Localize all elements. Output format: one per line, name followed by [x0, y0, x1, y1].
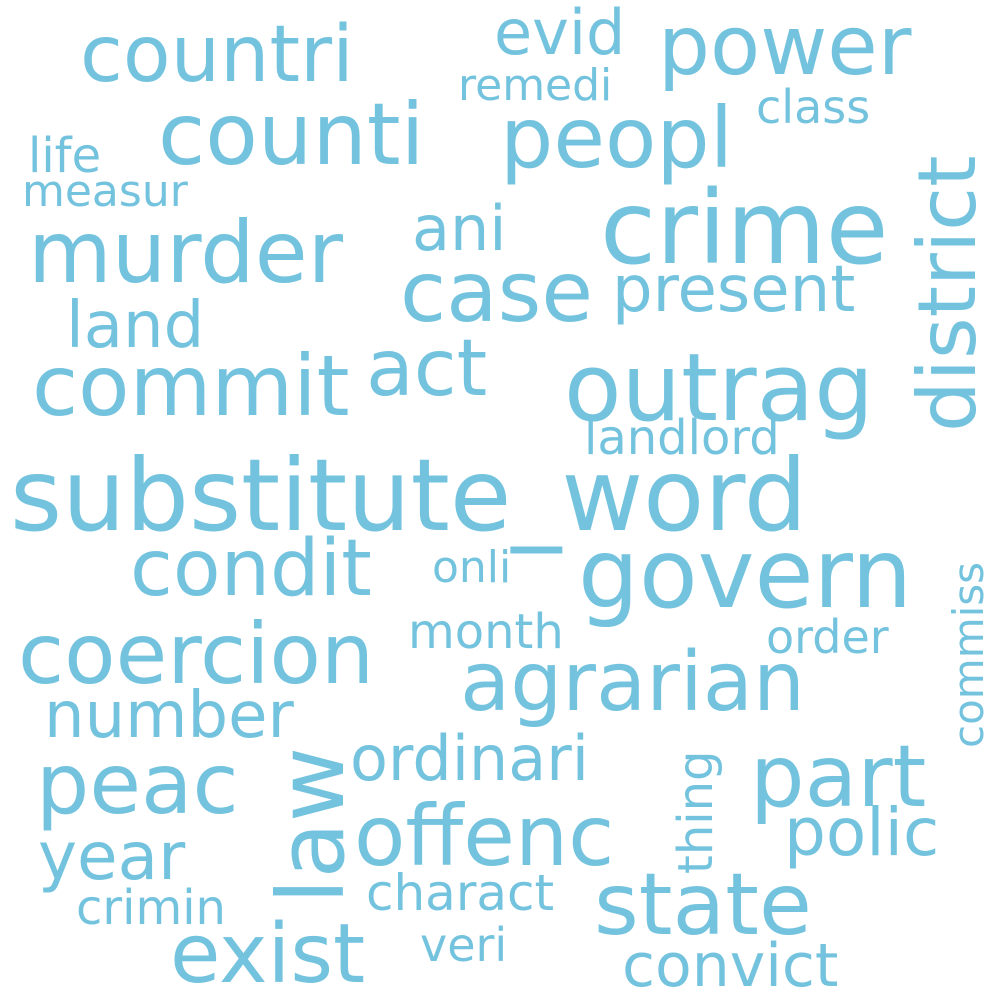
- word-ordinari: ordinari: [350, 722, 589, 795]
- word-month: month: [408, 604, 564, 660]
- word-agrarian: agrarian: [460, 635, 805, 730]
- word-power: power: [658, 0, 912, 94]
- word-commiss: commiss: [944, 561, 993, 748]
- word-outrag: outrag: [564, 334, 874, 443]
- word-part: part: [750, 727, 927, 827]
- word-class: class: [756, 80, 871, 134]
- word-ani: ani: [412, 192, 507, 265]
- word-offenc: offenc: [354, 787, 615, 885]
- word-counti: counti: [158, 85, 425, 185]
- word-onli: onli: [432, 542, 512, 593]
- word-exist: exist: [170, 907, 366, 1000]
- word-murder: murder: [28, 203, 343, 303]
- word-crimin: crimin: [76, 880, 226, 936]
- word-countri: countri: [80, 10, 354, 100]
- word-case: case: [400, 243, 594, 341]
- word-polic: polic: [784, 794, 940, 871]
- word-act: act: [366, 324, 488, 414]
- word-order: order: [766, 610, 889, 664]
- word-remedi: remedi: [458, 60, 613, 111]
- word-govern: govern: [578, 518, 913, 630]
- word-district: district: [901, 155, 994, 432]
- word-convict: convict: [622, 931, 839, 1000]
- word-land: land: [66, 289, 205, 363]
- word-landlord: landlord: [584, 410, 780, 466]
- word-evid: evid: [494, 0, 626, 69]
- word-measur: measur: [22, 166, 188, 217]
- word-peopl: peopl: [500, 89, 734, 187]
- word-charact: charact: [366, 864, 555, 922]
- word-veri: veri: [420, 918, 508, 972]
- word-life: life: [28, 128, 102, 184]
- word-number: number: [44, 679, 294, 753]
- word-law: law: [258, 746, 365, 904]
- word-condit: condit: [130, 524, 372, 614]
- word-present: present: [612, 253, 856, 327]
- word-state: state: [594, 855, 812, 955]
- word-peac: peac: [36, 735, 239, 833]
- word-year: year: [38, 818, 186, 895]
- word-crime: crime: [600, 169, 889, 288]
- word-coercion: coercion: [18, 605, 375, 703]
- word-commit: commit: [32, 337, 350, 435]
- word-substitute_word: substitute_word: [10, 437, 808, 554]
